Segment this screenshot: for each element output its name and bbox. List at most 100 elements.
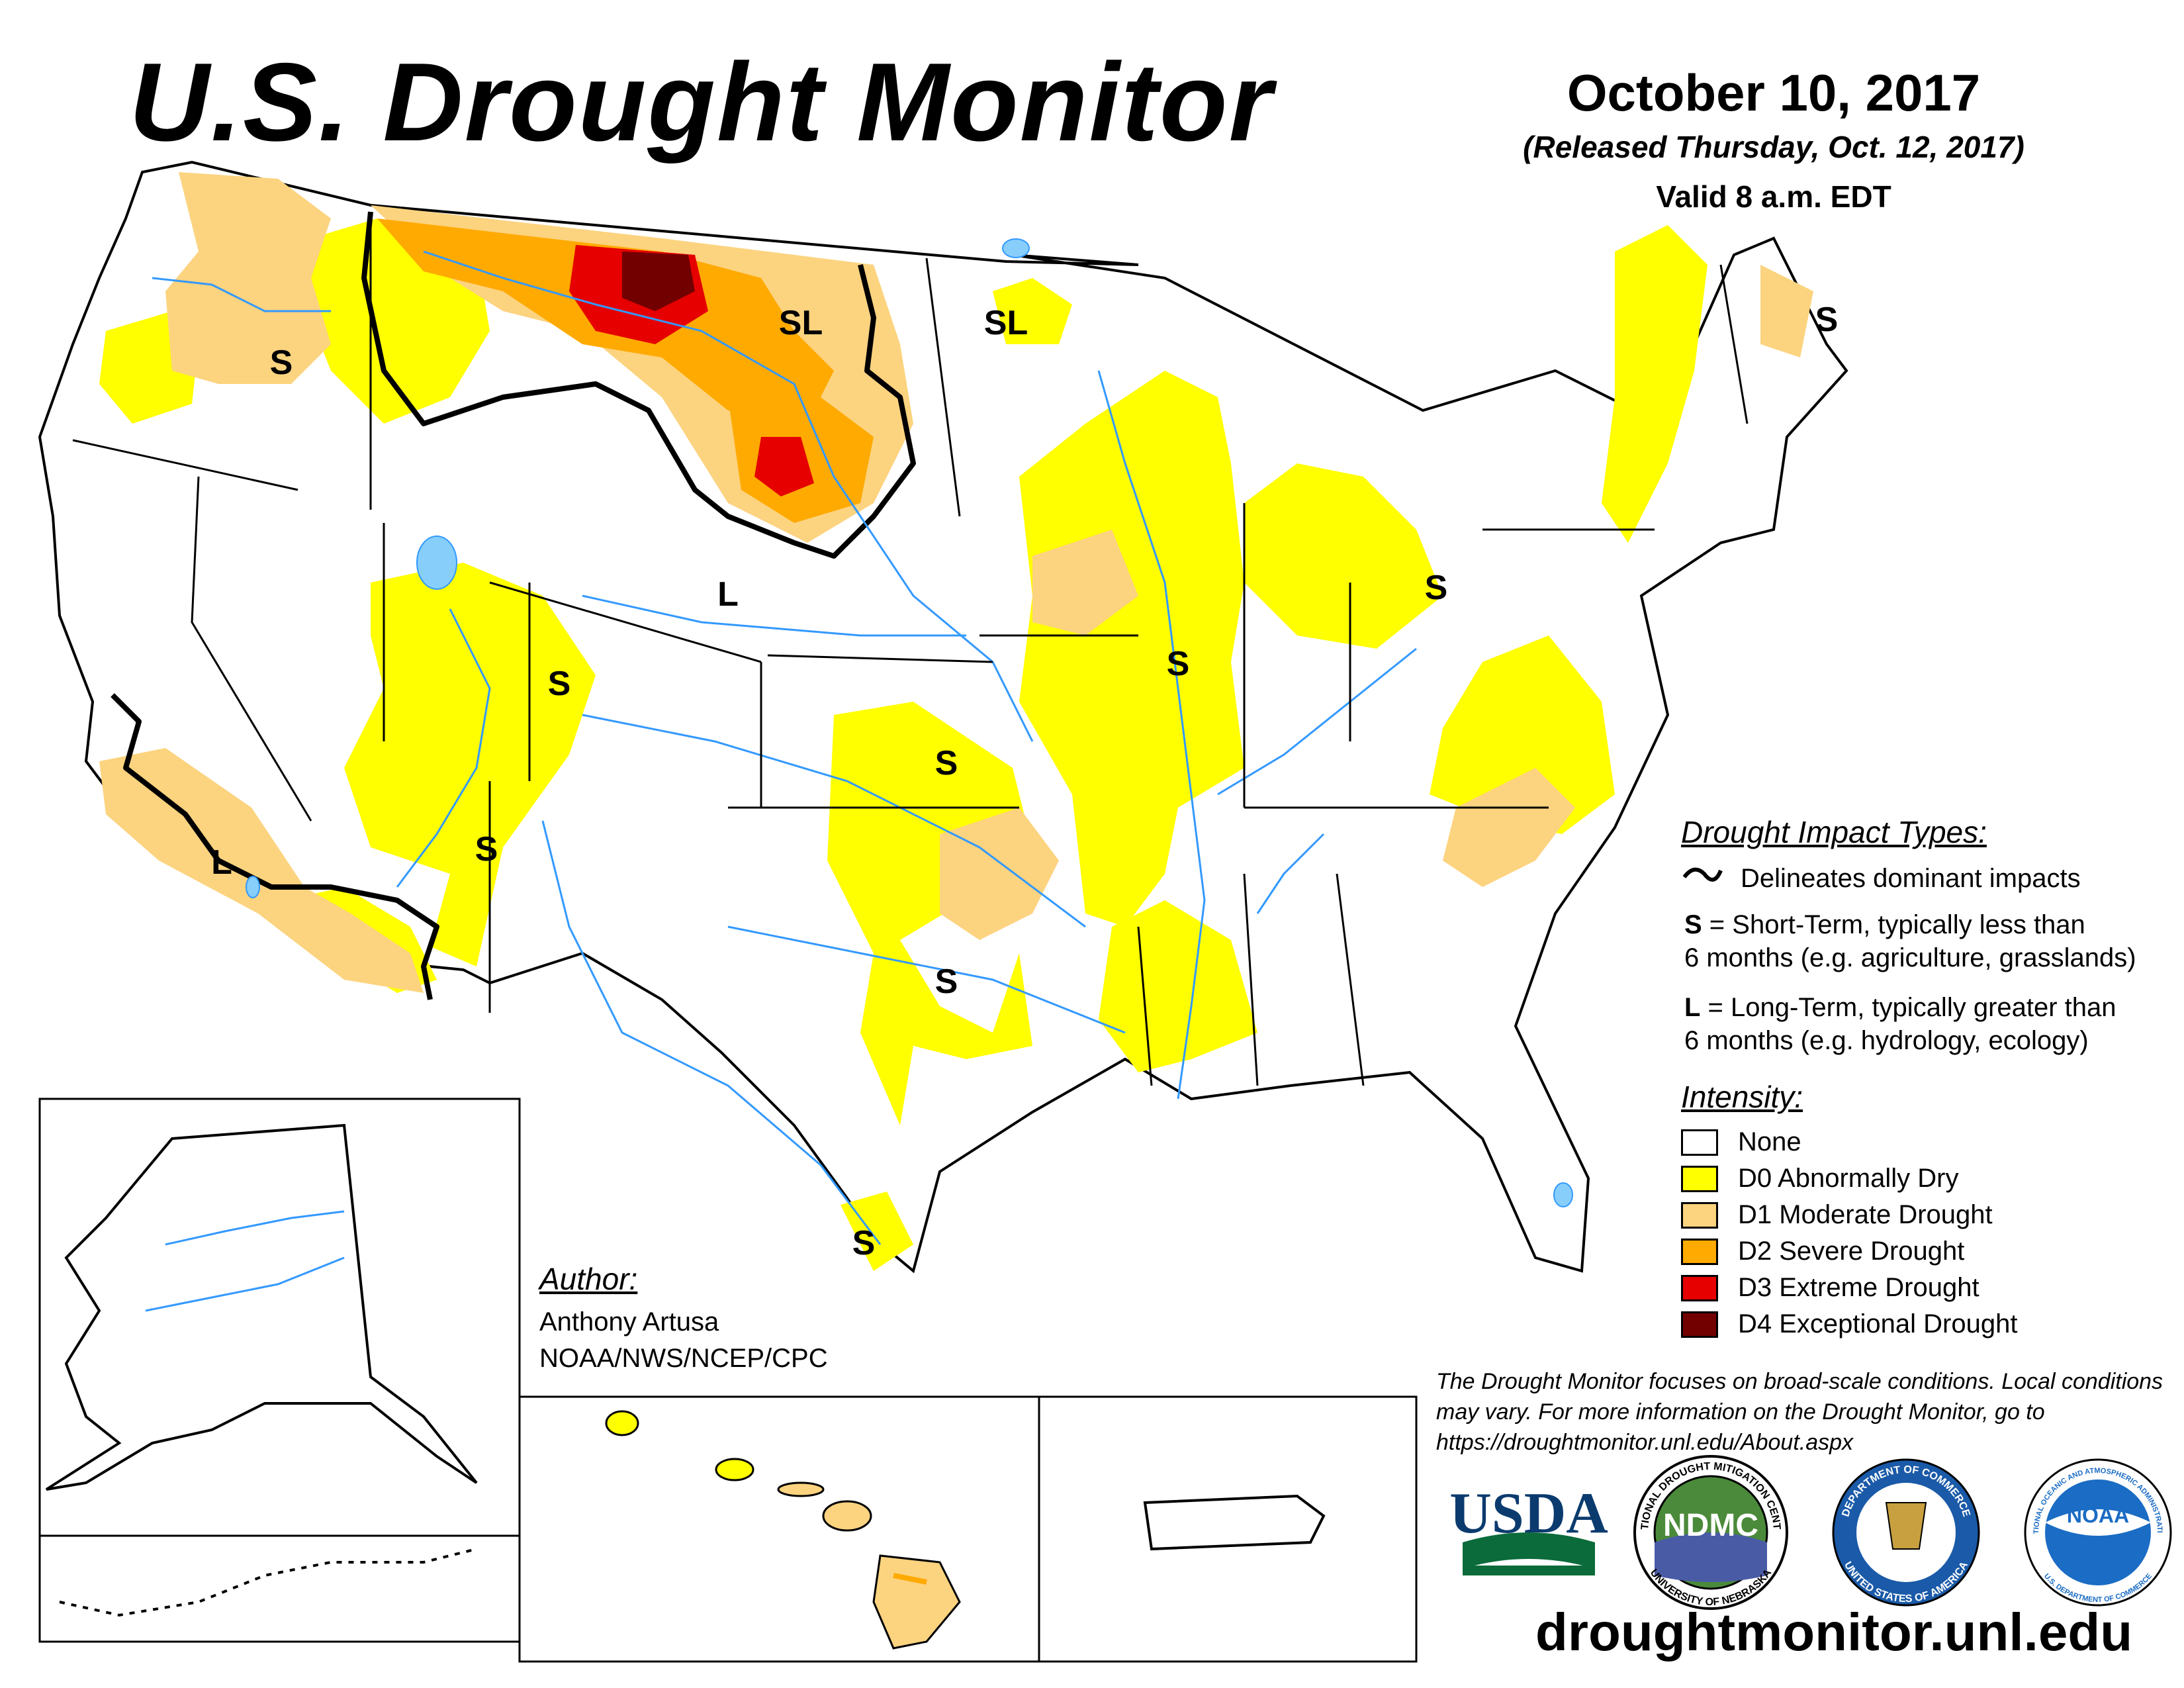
lake-okeechobee bbox=[1553, 1182, 1573, 1207]
impact-label-s-south-texas: S bbox=[852, 1224, 876, 1262]
hawaii-island-big bbox=[872, 1554, 961, 1650]
boundary-ca-nv bbox=[191, 476, 312, 821]
lakes bbox=[246, 238, 1573, 1207]
alaska-aleutians bbox=[59, 1548, 477, 1617]
commerce-logo: DEPARTMENT OF COMMERCE UNITED STATES OF … bbox=[1832, 1458, 1980, 1607]
hawaii-inset-frame bbox=[518, 1395, 1040, 1663]
long-term-description: = Long-Term, typically greater than bbox=[1700, 993, 2116, 1022]
intensity-label-d2: D2 Severe Drought bbox=[1738, 1237, 1965, 1266]
impact-short-term-line2: 6 months (e.g. agriculture, grasslands) bbox=[1684, 943, 2136, 972]
impact-label-s-oregon: S bbox=[270, 344, 293, 382]
puerto-rico-inset bbox=[1038, 1395, 1418, 1663]
river-rio-grande bbox=[541, 820, 882, 1245]
puerto-rico-shape bbox=[1143, 1494, 1326, 1551]
impact-label-s-illinois: S bbox=[1167, 645, 1190, 683]
d1-north-carolina bbox=[1443, 768, 1575, 887]
ndmc-logo-text: NDMC bbox=[1663, 1508, 1758, 1543]
impact-label-s-maine: S bbox=[1815, 301, 1839, 339]
d4-region bbox=[622, 252, 695, 311]
intensity-label-none: None bbox=[1738, 1127, 1801, 1156]
impact-line-northern-plains bbox=[361, 211, 916, 559]
boundary-me-nh bbox=[1719, 264, 1749, 424]
river-platte bbox=[582, 594, 966, 637]
hawaii-island-maui bbox=[822, 1500, 872, 1532]
river-tennessee bbox=[1256, 833, 1325, 914]
impact-label-l-california: L bbox=[211, 843, 232, 882]
release-date: (Released Thursday, Oct. 12, 2017) bbox=[1523, 130, 2025, 164]
intensity-row-d3: D3 Extreme Drought bbox=[1681, 1270, 2017, 1306]
disclaimer: The Drought Monitor focuses on broad-sca… bbox=[1436, 1369, 2163, 1455]
river-arkansas bbox=[582, 714, 1086, 928]
d0-michigan-ohio bbox=[1244, 463, 1443, 649]
impact-label-l-wyoming: L bbox=[717, 575, 739, 614]
d0-regions bbox=[99, 218, 1707, 1271]
d0-upper-midwest bbox=[993, 278, 1072, 344]
intensity-label-d4: D4 Exceptional Drought bbox=[1738, 1309, 2018, 1338]
d1-arkansas-oklahoma bbox=[940, 808, 1059, 940]
impact-label-sl-north-dakota: SL bbox=[779, 304, 823, 342]
d3-dakotas bbox=[754, 437, 814, 496]
alaska-river-kuskokwim bbox=[145, 1256, 345, 1312]
great-salt-lake bbox=[416, 536, 457, 590]
salton-sea bbox=[246, 876, 260, 898]
intensity-label-d1: D1 Moderate Drought bbox=[1738, 1200, 1993, 1229]
hawaii-island-kauai bbox=[605, 1410, 639, 1436]
boundary-wy-co bbox=[489, 581, 762, 663]
lake-of-the-woods bbox=[1002, 238, 1030, 258]
page-title: U.S. Drought Monitor bbox=[129, 40, 1274, 164]
d0-utah-colorado bbox=[344, 563, 596, 966]
hawaii-inset bbox=[518, 1395, 1040, 1663]
usda-logo: USDA bbox=[1449, 1481, 1608, 1575]
intensity-row-d0: D0 Abnormally Dry bbox=[1681, 1160, 2017, 1197]
intensity-swatch-d1 bbox=[1681, 1201, 1718, 1229]
intensity-swatch-d0 bbox=[1681, 1165, 1718, 1192]
intensity-heading: Intensity: bbox=[1681, 1080, 1803, 1114]
impact-label-s-texas: S bbox=[935, 962, 958, 1001]
impact-short-term-line1: S = Short-Term, typically less than bbox=[1684, 910, 2085, 940]
impact-label-s-ohio: S bbox=[1425, 569, 1448, 607]
d0-new-england bbox=[1602, 225, 1707, 543]
alaska-river-yukon bbox=[165, 1210, 345, 1246]
impact-label-sl-minnesota: SL bbox=[984, 304, 1028, 342]
d0-midwest bbox=[1019, 371, 1244, 927]
impact-line-legend-glyph bbox=[1682, 867, 1723, 882]
author-name: Anthony Artusa bbox=[539, 1307, 719, 1336]
boundary-or-wa bbox=[72, 439, 298, 491]
intensity-row-d4: D4 Exceptional Drought bbox=[1681, 1306, 2017, 1342]
intensity-label-d0: D0 Abnormally Dry bbox=[1738, 1164, 1959, 1193]
impact-delineations bbox=[111, 211, 916, 1000]
impact-long-term-line2: 6 months (e.g. hydrology, ecology) bbox=[1684, 1026, 2089, 1055]
noaa-logo-text: NOAA bbox=[2067, 1503, 2129, 1527]
author-organization: NOAA/NWS/NCEP/CPC bbox=[539, 1344, 828, 1373]
impact-label-s-arizona: S bbox=[475, 830, 498, 868]
intensity-swatch-d4 bbox=[1681, 1311, 1718, 1338]
short-term-description: = Short-Term, typically less than bbox=[1702, 910, 2085, 939]
river-ohio bbox=[1217, 647, 1417, 796]
author-heading: Author: bbox=[539, 1262, 638, 1296]
valid-time: Valid 8 a.m. EDT bbox=[1656, 179, 1891, 214]
long-term-code: L bbox=[1684, 993, 1701, 1022]
river-red bbox=[727, 925, 1126, 1034]
river-missouri bbox=[423, 250, 1034, 742]
boundary-ne-ks bbox=[767, 654, 993, 663]
d0-texas-south bbox=[841, 1192, 913, 1271]
intensity-row-d2: D2 Severe Drought bbox=[1681, 1233, 2017, 1270]
impact-line-southwest bbox=[111, 693, 439, 1000]
impact-delineates-label: Delineates dominant impacts bbox=[1741, 864, 2081, 893]
intensity-row-none: None bbox=[1681, 1124, 2017, 1160]
alaska-shape bbox=[45, 1123, 478, 1491]
impact-types-heading: Drought Impact Types: bbox=[1681, 815, 1987, 849]
intensity-swatch-d3 bbox=[1681, 1274, 1718, 1301]
boundary-la-ms bbox=[1137, 926, 1153, 1086]
state-boundaries bbox=[72, 212, 1749, 1086]
website-link[interactable]: droughtmonitor.unl.edu bbox=[1535, 1603, 2133, 1662]
river-mississippi bbox=[1097, 370, 1206, 1100]
intensity-swatch-d2 bbox=[1681, 1238, 1718, 1265]
map-date: October 10, 2017 bbox=[1567, 64, 1981, 122]
boundary-nd-mn bbox=[925, 258, 961, 517]
rivers bbox=[152, 250, 1417, 1245]
boundary-ms-al bbox=[1243, 873, 1259, 1086]
impact-label-s-utah: S bbox=[548, 665, 571, 703]
short-term-code: S bbox=[1684, 910, 1702, 939]
